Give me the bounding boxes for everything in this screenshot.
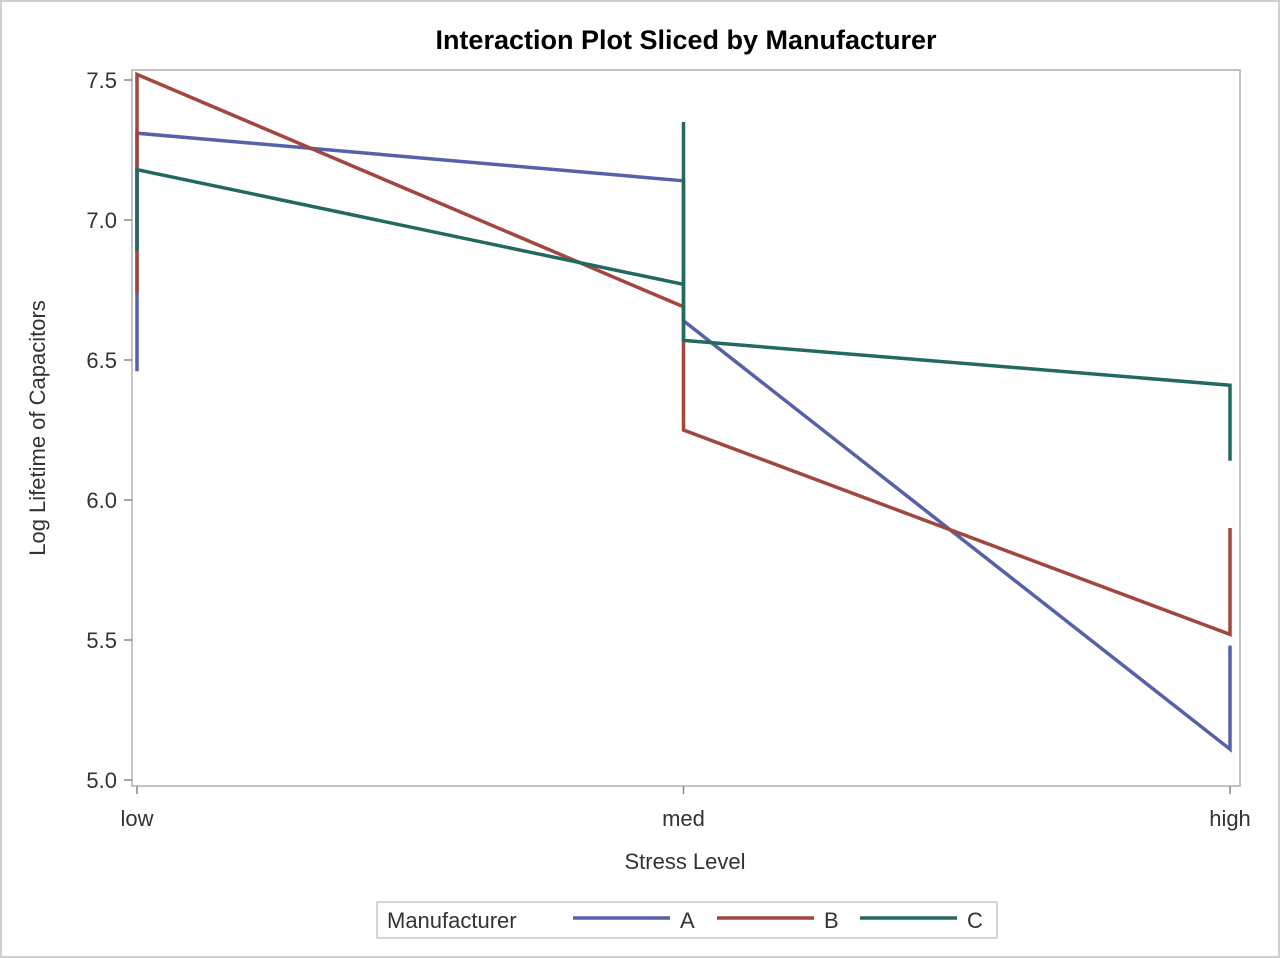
- x-tick-label: med: [662, 806, 705, 831]
- y-axis: 5.0 5.5 6.0 6.5 7.0 7.5: [86, 68, 132, 793]
- legend-box: [376, 901, 998, 939]
- series-lines: [135, 71, 1232, 753]
- plot-area: [131, 69, 1241, 787]
- y-axis-label: Log Lifetime of Capacitors: [25, 300, 50, 556]
- y-tick-label: 5.5: [86, 628, 117, 653]
- legend: Manufacturer A B C: [376, 901, 998, 939]
- y-tick-label: 6.5: [86, 348, 117, 373]
- y-tick-label: 5.0: [86, 768, 117, 793]
- x-axis-label: Stress Level: [624, 849, 745, 874]
- legend-label-c: C: [967, 908, 983, 933]
- y-tick-label: 7.0: [86, 208, 117, 233]
- x-tick-label: low: [120, 806, 153, 831]
- legend-title: Manufacturer: [387, 908, 517, 933]
- series-line-c: [135, 122, 1232, 461]
- y-tick-label: 7.5: [86, 68, 117, 93]
- chart-title: Interaction Plot Sliced by Manufacturer: [435, 25, 937, 55]
- legend-items: A B C: [573, 908, 983, 933]
- y-tick-label: 6.0: [86, 488, 117, 513]
- legend-label-a: A: [680, 908, 695, 933]
- x-tick-label: high: [1209, 806, 1251, 831]
- legend-label-b: B: [824, 908, 839, 933]
- series-line-b: [135, 71, 1232, 637]
- x-axis: low med high: [120, 786, 1251, 831]
